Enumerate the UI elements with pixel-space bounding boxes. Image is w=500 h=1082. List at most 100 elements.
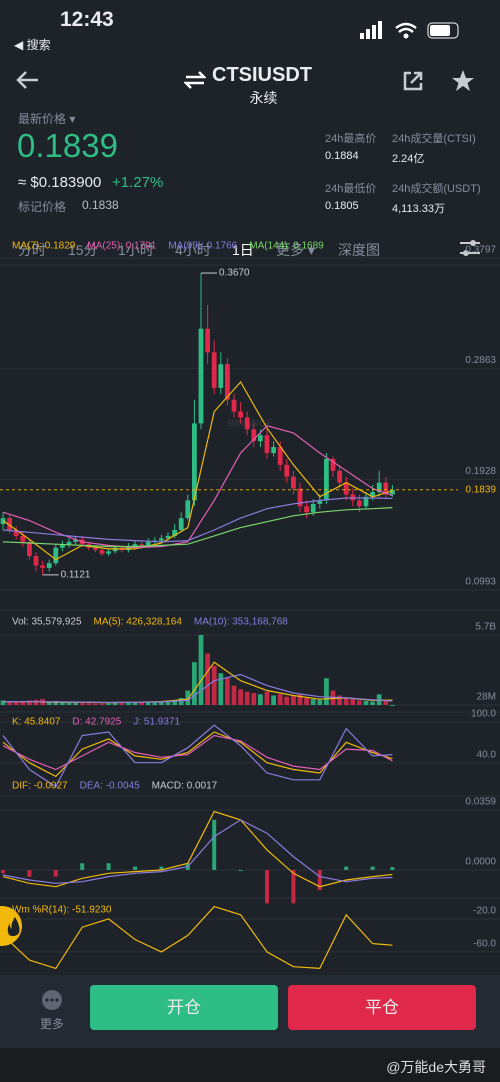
- bar: [330, 690, 336, 705]
- indicator-line: [2, 380, 393, 561]
- close-button[interactable]: 平仓: [288, 985, 476, 1030]
- bar: [192, 662, 197, 705]
- symbol: CTSIUSDT: [212, 64, 312, 86]
- bar: [80, 863, 85, 870]
- usd-price: ≈ $0.183900: [18, 174, 102, 191]
- switch-icon[interactable]: [184, 70, 206, 90]
- bar: [46, 701, 52, 705]
- candle-body: [139, 544, 144, 546]
- candle-body: [258, 435, 263, 442]
- tab[interactable]: 深度图: [338, 242, 380, 258]
- tab-active[interactable]: 1日: [232, 242, 254, 258]
- indicator-line: [2, 734, 393, 771]
- tab[interactable]: 1小时: [118, 242, 154, 258]
- stat-label: 24h成交额(USDT): [392, 183, 481, 195]
- mark-price: 0.1838: [82, 198, 119, 212]
- bar: [324, 678, 329, 705]
- bar: [86, 703, 92, 705]
- candle-body: [106, 551, 111, 554]
- clock: 12:43: [60, 8, 114, 31]
- bar: [66, 702, 72, 705]
- bar: [211, 665, 217, 705]
- bar: [159, 701, 164, 705]
- candle-body: [343, 482, 349, 495]
- bar: [264, 691, 270, 705]
- tab[interactable]: 4小时: [175, 242, 211, 258]
- stat-value: 4,113.33万: [392, 203, 446, 215]
- settings-button[interactable]: [458, 238, 482, 258]
- bar: [93, 703, 98, 705]
- bar: [198, 635, 204, 705]
- indicator-line: [3, 673, 393, 703]
- bar: [337, 695, 342, 705]
- favorite-button[interactable]: [450, 68, 476, 94]
- indicator-line: [2, 731, 393, 778]
- bar: [119, 703, 125, 705]
- indicator-line: [3, 661, 393, 704]
- last-price-label[interactable]: 最新价格 ▾: [18, 112, 76, 126]
- stat-label: 24h最高价: [325, 133, 377, 145]
- y-tick-label: 5.7B: [475, 622, 496, 633]
- last-price-caption: 最新价格: [18, 112, 67, 126]
- back-button[interactable]: [14, 68, 42, 92]
- bar: [258, 694, 263, 705]
- bar: [73, 702, 78, 705]
- candle-body: [330, 458, 336, 471]
- share-button[interactable]: [402, 70, 426, 92]
- candle-body: [7, 518, 12, 530]
- indicator-line: [2, 724, 393, 788]
- bar: [357, 700, 362, 705]
- bar: [304, 697, 309, 705]
- candle-body: [93, 547, 98, 551]
- legend-item: Vol: 35,579,925: [12, 617, 82, 628]
- stat-label: 24h最低价: [325, 183, 377, 195]
- legend-item: MA(5): 426,328,164: [94, 617, 183, 628]
- indicator-line: [2, 425, 393, 549]
- bar: [145, 702, 151, 705]
- candle-body: [376, 482, 382, 493]
- bar: [238, 689, 243, 705]
- candle-body: [119, 547, 125, 551]
- candle-body: [317, 500, 323, 504]
- bar: [20, 701, 26, 705]
- candle-body: [324, 458, 329, 501]
- more-icon[interactable]: [40, 988, 64, 1012]
- more-label[interactable]: 更多: [40, 1017, 65, 1031]
- candle-body: [383, 482, 389, 495]
- legend-item: J: 51.9371: [133, 717, 180, 728]
- bar: [370, 701, 375, 705]
- tab-more[interactable]: 更多 ▾: [276, 242, 315, 258]
- bar: [27, 700, 32, 705]
- y-tick-label: 0.0000: [465, 857, 496, 868]
- bar: [106, 703, 111, 705]
- watermark: @万能de大勇哥: [386, 1059, 486, 1075]
- mark-price-label: 标记价格: [18, 200, 67, 214]
- back-to-app[interactable]: ◀ 搜索: [14, 38, 51, 52]
- candle-body: [145, 541, 151, 546]
- bar: [0, 700, 6, 705]
- candle-body: [211, 352, 217, 388]
- bar: [79, 703, 85, 705]
- indicator-line: [2, 905, 393, 970]
- indicator-line: [2, 497, 393, 543]
- bar: [112, 702, 118, 705]
- back-app-label: 搜索: [26, 38, 51, 52]
- contract-type: 永续: [249, 90, 278, 106]
- tab[interactable]: 15分: [68, 242, 98, 258]
- candle-body: [251, 429, 257, 442]
- open-button[interactable]: 开仓: [90, 985, 278, 1030]
- flame-button[interactable]: [0, 905, 37, 947]
- bar: [218, 673, 224, 705]
- bar: [291, 869, 296, 904]
- candle-body: [60, 544, 65, 548]
- bar: [212, 819, 217, 870]
- bar: [99, 703, 105, 705]
- tab: 更多: [276, 242, 304, 258]
- candle-body: [152, 540, 158, 542]
- bar: [244, 691, 250, 705]
- tab[interactable]: 分时: [18, 242, 46, 258]
- bar: [343, 697, 349, 705]
- bar: [106, 863, 111, 870]
- high-label: 0.3670: [219, 268, 250, 279]
